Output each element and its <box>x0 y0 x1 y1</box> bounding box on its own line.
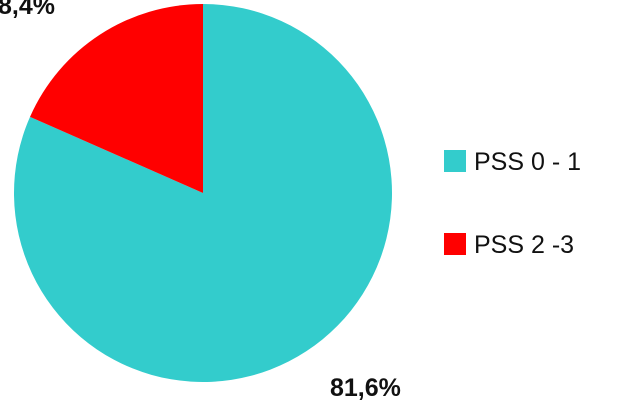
data-label-pss-0-1: 81,6% <box>330 374 401 402</box>
legend: PSS 0 - 1 PSS 2 -3 <box>444 148 581 259</box>
data-label-pss-2-3: 8,4% <box>0 0 55 20</box>
pie-slice-pss-2-3[interactable] <box>30 4 203 193</box>
pie-slices <box>14 4 393 382</box>
legend-item-pss-2-3[interactable]: PSS 2 -3 <box>444 231 574 259</box>
legend-swatch-pss-0-1 <box>444 150 466 172</box>
legend-swatch-pss-2-3 <box>444 233 466 255</box>
pie-slice-pss-0-1[interactable] <box>14 4 393 382</box>
legend-label-pss-0-1: PSS 0 - 1 <box>474 148 581 176</box>
legend-item-pss-0-1[interactable]: PSS 0 - 1 <box>444 148 581 176</box>
legend-label-pss-2-3: PSS 2 -3 <box>474 231 574 259</box>
